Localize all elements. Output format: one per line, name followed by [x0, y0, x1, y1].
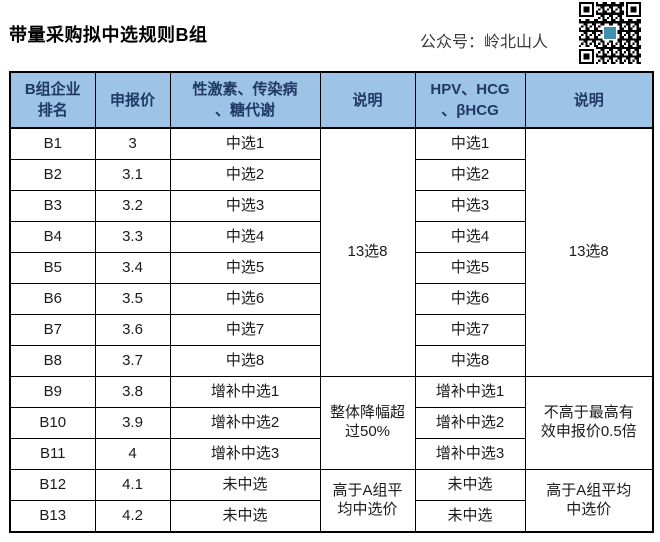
column-header-rank: B组企业 排名	[9, 71, 96, 129]
table-header: B组企业 排名 申报价 性激素、传染病 、糖代谢 说明 HPV、HCG 、βHC…	[9, 71, 654, 129]
result-cell-group1: 中选2	[169, 159, 321, 191]
table-row: B2 3.1 中选2 中选2	[9, 159, 653, 191]
price-cell: 3.5	[94, 283, 171, 315]
account-label: 公众号：岭北山人	[420, 34, 549, 51]
result-cell-group2: 增补中选2	[414, 407, 526, 439]
rank-cell: B2	[9, 159, 96, 191]
result-cell-group2: 中选4	[414, 221, 526, 253]
table-body: B1 3 中选1 13选8 中选1 13选8 B2 3.1 中选2 中选2 B3…	[9, 127, 654, 533]
column-header-note2: 说明	[524, 71, 654, 129]
rank-cell: B7	[9, 314, 96, 346]
price-cell: 4	[94, 438, 171, 470]
note-cell-group2-win: 13选8	[524, 127, 654, 377]
table-row: B5 3.4 中选5 中选5	[9, 252, 653, 284]
rank-cell: B9	[9, 376, 96, 408]
result-cell-group2: 中选6	[414, 283, 526, 315]
column-header-group2: HPV、HCG 、βHCG	[414, 71, 526, 129]
result-cell-group2: 中选1	[414, 127, 526, 160]
note-cell-group2-supplement: 不高于最高有 效申报价0.5倍	[524, 376, 654, 470]
price-cell: 4.1	[94, 469, 171, 501]
price-cell: 3.3	[94, 221, 171, 253]
table-row: B13 4.2 未中选 未中选	[9, 500, 653, 533]
rank-cell: B3	[9, 190, 96, 222]
result-cell-group1: 增补中选3	[169, 438, 321, 470]
price-cell: 3.1	[94, 159, 171, 191]
result-cell-group1: 中选1	[169, 127, 321, 160]
note-cell-group2-fail: 高于A组平均 中选价	[524, 469, 654, 533]
result-cell-group2: 未中选	[414, 469, 526, 501]
rank-cell: B11	[9, 438, 96, 470]
rank-cell: B5	[9, 252, 96, 284]
result-cell-group1: 未中选	[169, 500, 321, 533]
result-cell-group2: 增补中选3	[414, 438, 526, 470]
rank-cell: B4	[9, 221, 96, 253]
header-row: B组企业 排名 申报价 性激素、传染病 、糖代谢 说明 HPV、HCG 、βHC…	[9, 71, 654, 129]
result-cell-group2: 中选5	[414, 252, 526, 284]
rules-table: B组企业 排名 申报价 性激素、传染病 、糖代谢 说明 HPV、HCG 、βHC…	[9, 71, 654, 533]
result-cell-group2: 中选2	[414, 159, 526, 191]
table-row: B7 3.6 中选7 中选7	[9, 314, 653, 346]
column-header-group1: 性激素、传染病 、糖代谢	[169, 71, 321, 129]
column-header-note1: 说明	[319, 71, 416, 129]
note-cell-group1-win: 13选8	[319, 127, 416, 377]
table-row: B9 3.8 增补中选1 整体降幅超 过50% 增补中选1 不高于最高有 效申报…	[9, 376, 654, 470]
price-cell: 3.6	[94, 314, 171, 346]
price-cell: 3.8	[94, 376, 171, 408]
note-cell-group1-supplement: 整体降幅超 过50%	[319, 376, 416, 470]
result-cell-group2: 中选3	[414, 190, 526, 222]
table-row: B12 4.1 未中选 高于A组平 均中选价 未中选 高于A组平均 中选价	[9, 469, 654, 533]
result-cell-group1: 中选4	[169, 221, 321, 253]
rank-cell: B12	[9, 469, 96, 501]
rank-cell: B8	[9, 345, 96, 377]
table-row: B8 3.7 中选8 中选8	[9, 345, 653, 377]
table-row: B10 3.9 增补中选2 增补中选2	[9, 407, 653, 439]
result-cell-group1: 中选5	[169, 252, 321, 284]
result-cell-group1: 中选3	[169, 190, 321, 222]
table-row: B3 3.2 中选3 中选3	[9, 190, 653, 222]
price-cell: 3.2	[94, 190, 171, 222]
qr-code-image	[579, 2, 641, 64]
column-header-price: 申报价	[94, 71, 171, 129]
result-cell-group2: 增补中选1	[414, 376, 526, 408]
table-row: B1 3 中选1 13选8 中选1 13选8	[9, 127, 654, 377]
rank-cell: B1	[9, 127, 96, 160]
result-cell-group2: 中选7	[414, 314, 526, 346]
rank-cell: B10	[9, 407, 96, 439]
result-cell-group1: 增补中选1	[169, 376, 321, 408]
rank-cell: B6	[9, 283, 96, 315]
result-cell-group1: 中选7	[169, 314, 321, 346]
table-row: B4 3.3 中选4 中选4	[9, 221, 653, 253]
price-cell: 3.4	[94, 252, 171, 284]
note-cell-group1-fail: 高于A组平 均中选价	[319, 469, 416, 533]
result-cell-group1: 未中选	[169, 469, 321, 501]
price-cell: 3	[94, 127, 171, 160]
result-cell-group2: 中选8	[414, 345, 526, 377]
result-cell-group2: 未中选	[414, 500, 526, 533]
price-cell: 4.2	[94, 500, 171, 533]
price-cell: 3.7	[94, 345, 171, 377]
result-cell-group1: 中选6	[169, 283, 321, 315]
result-cell-group1: 增补中选2	[169, 407, 321, 439]
price-cell: 3.9	[94, 407, 171, 439]
rank-cell: B13	[9, 500, 96, 533]
result-cell-group1: 中选8	[169, 345, 321, 377]
page-title: 带量采购拟中选规则B组	[9, 25, 208, 45]
table-row: B6 3.5 中选6 中选6	[9, 283, 653, 315]
